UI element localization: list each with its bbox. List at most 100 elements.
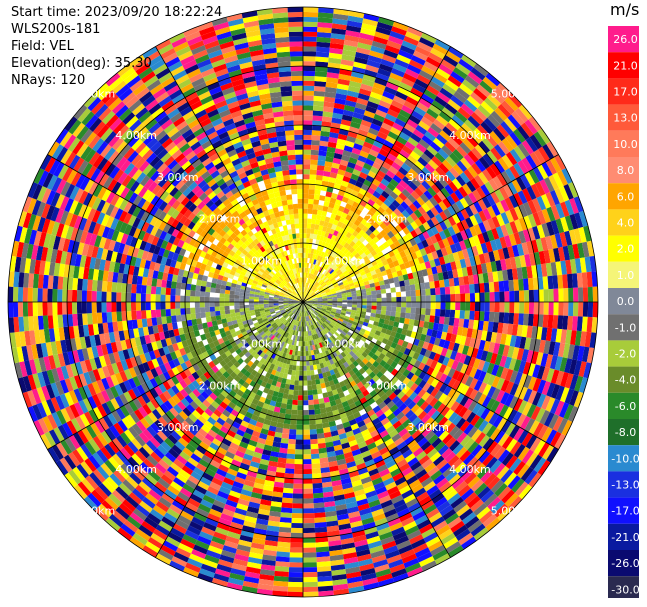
velocity-gate	[340, 246, 347, 253]
velocity-gate	[470, 91, 484, 105]
velocity-gate	[523, 302, 530, 314]
velocity-gate	[332, 282, 339, 287]
velocity-gate	[351, 223, 358, 231]
velocity-gate	[300, 351, 303, 357]
velocity-gate	[312, 125, 322, 131]
velocity-gate	[469, 310, 475, 320]
velocity-gate	[348, 10, 365, 19]
velocity-gate	[316, 294, 322, 297]
velocity-gate	[288, 434, 297, 440]
velocity-gate	[421, 134, 433, 146]
velocity-gate	[288, 572, 303, 578]
velocity-gate	[347, 182, 355, 190]
velocity-gate	[357, 128, 369, 137]
velocity-gate	[460, 293, 466, 302]
velocity-gate	[473, 224, 483, 236]
velocity-gate	[503, 117, 517, 132]
velocity-gate	[366, 308, 372, 313]
velocity-gate	[305, 294, 310, 299]
velocity-gate	[291, 369, 296, 376]
velocity-gate	[291, 508, 303, 514]
velocity-gate	[333, 203, 341, 211]
velocity-gate	[343, 145, 354, 153]
velocity-gate	[462, 138, 475, 151]
velocity-gate	[449, 152, 461, 164]
velocity-gate	[425, 56, 441, 68]
velocity-gate	[311, 280, 316, 285]
velocity-gate	[466, 135, 479, 148]
velocity-gate	[303, 444, 311, 450]
velocity-gate	[303, 203, 309, 209]
velocity-gate	[381, 161, 392, 171]
velocity-gate	[398, 131, 411, 142]
velocity-gate	[549, 156, 562, 173]
velocity-gate	[333, 259, 340, 266]
velocity-gate	[310, 292, 315, 296]
velocity-gate	[303, 174, 310, 180]
velocity-gate	[337, 271, 343, 276]
velocity-gate	[386, 257, 393, 265]
velocity-gate	[523, 278, 529, 291]
velocity-gate	[366, 187, 376, 195]
velocity-gate	[311, 296, 317, 299]
velocity-gate	[371, 86, 385, 96]
velocity-gate	[299, 360, 303, 366]
velocity-gate	[331, 23, 347, 31]
velocity-gate	[351, 147, 362, 156]
velocity-gate	[306, 272, 310, 278]
velocity-gate	[320, 267, 325, 274]
velocity-gate	[369, 182, 378, 191]
velocity-gate	[501, 138, 514, 152]
velocity-gate	[500, 199, 510, 213]
velocity-gate	[518, 104, 533, 120]
velocity-gate	[500, 121, 514, 135]
velocity-gate	[311, 274, 315, 280]
velocity-gate	[308, 184, 316, 190]
velocity-gate	[344, 256, 351, 263]
velocity-gate	[303, 375, 308, 381]
velocity-gate	[298, 341, 301, 347]
velocity-gate	[318, 266, 323, 273]
velocity-gate	[484, 181, 495, 194]
velocity-gate	[335, 261, 342, 268]
velocity-gate	[416, 74, 431, 85]
velocity-gate	[410, 190, 420, 201]
velocity-gate	[329, 288, 336, 292]
velocity-gate	[410, 132, 422, 143]
velocity-gate	[362, 74, 376, 83]
velocity-gate	[299, 331, 302, 337]
velocity-gate	[559, 186, 570, 202]
velocity-gate	[309, 278, 312, 284]
velocity-gate	[330, 33, 346, 40]
velocity-gate	[524, 119, 538, 135]
velocity-gate	[480, 121, 493, 135]
velocity-gate	[456, 160, 468, 173]
velocity-gate	[381, 210, 390, 219]
velocity-gate	[362, 195, 370, 204]
velocity-gate	[378, 126, 391, 136]
velocity-gate	[297, 395, 303, 401]
velocity-gate	[317, 27, 332, 34]
velocity-gate	[303, 414, 310, 420]
velocity-gate	[412, 146, 424, 157]
velocity-gate	[317, 229, 323, 236]
velocity-gate	[323, 221, 329, 228]
velocity-gate	[316, 266, 321, 272]
velocity-gate	[309, 429, 317, 435]
velocity-gate	[309, 424, 317, 430]
velocity-gate	[407, 154, 418, 165]
velocity-gate	[337, 169, 346, 176]
velocity-gate	[346, 267, 353, 273]
velocity-gate	[430, 183, 441, 194]
velocity-gate	[449, 167, 460, 179]
velocity-gate	[326, 272, 331, 278]
velocity-gate	[404, 158, 415, 169]
velocity-gate	[406, 118, 419, 129]
velocity-gate	[341, 196, 349, 204]
velocity-gate	[418, 120, 431, 131]
velocity-gate	[311, 286, 316, 291]
velocity-gate	[490, 147, 502, 161]
velocity-gate	[292, 493, 303, 499]
velocity-gate	[454, 189, 464, 201]
velocity-gate	[418, 36, 435, 48]
